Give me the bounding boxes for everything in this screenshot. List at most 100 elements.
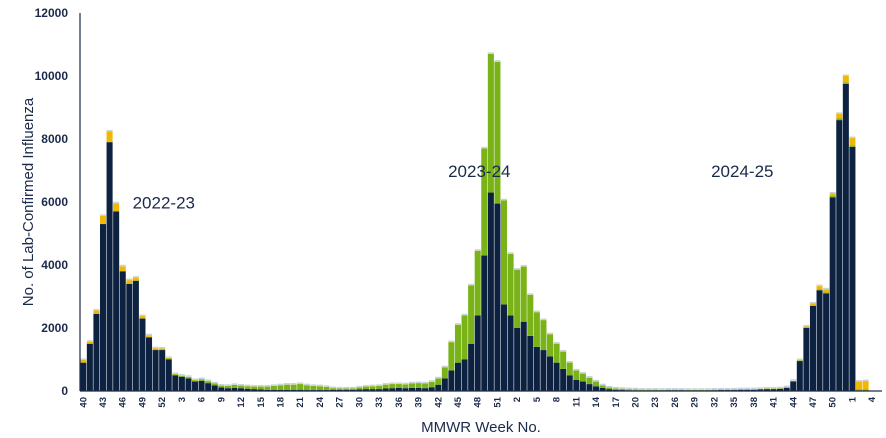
bar-segment-a: [435, 384, 442, 391]
bar-segment-a: [750, 389, 757, 391]
bar-cap: [619, 387, 626, 389]
x-tick-label: 23: [650, 397, 661, 408]
y-tick-label: 10000: [35, 69, 69, 83]
bar-segment-unknown: [126, 280, 133, 284]
bar-cap: [698, 388, 705, 390]
bar-segment-b: [382, 384, 389, 389]
bar-cap: [468, 283, 475, 286]
bar-cap: [415, 381, 422, 383]
bar-segment-unknown: [829, 193, 836, 197]
bar-segment-a: [494, 203, 501, 391]
bar-segment-b: [303, 385, 310, 391]
bar-segment-b: [507, 253, 514, 316]
bar-cap: [238, 383, 245, 386]
bar-cap: [783, 385, 790, 388]
bar-cap: [500, 198, 508, 201]
x-tick-label: 5: [532, 396, 543, 402]
bar-cap: [231, 383, 238, 385]
bar-segment-a: [382, 388, 389, 391]
bar-cap: [474, 249, 481, 251]
bar-segment-unknown: [99, 215, 107, 224]
bar-segment-b: [645, 389, 652, 391]
bar-segment-a: [849, 146, 856, 392]
x-tick-label: 44: [788, 396, 799, 407]
bar-cap: [165, 356, 172, 358]
y-tick-label: 2000: [41, 321, 68, 335]
bar-segment-a: [560, 368, 567, 391]
x-tick-label: 21: [295, 396, 306, 407]
bar-segment-b: [514, 269, 521, 328]
bar-segment-b: [290, 384, 297, 390]
bars-group: [80, 52, 869, 392]
x-tick-label: 2: [512, 397, 523, 402]
bar-segment-b: [540, 320, 547, 351]
bar-segment-b: [415, 383, 422, 388]
bar-segment-b: [560, 351, 567, 369]
bar-cap: [224, 384, 231, 386]
x-tick-label: 17: [611, 397, 622, 408]
y-tick-label: 8000: [41, 132, 68, 146]
bar-segment-b: [389, 384, 396, 389]
bar-cap: [303, 383, 310, 386]
bar-segment-a: [224, 388, 231, 391]
y-tick-labels: 0 2000 4000 6000 8000 10000 12000: [35, 6, 69, 398]
bar-cap: [80, 358, 87, 360]
bar-segment-a: [816, 290, 823, 391]
bar-cap: [172, 372, 179, 374]
bar-segment-b: [487, 53, 494, 193]
bar-cap: [731, 387, 738, 390]
bar-segment-a: [113, 211, 120, 391]
x-tick-label: 43: [98, 397, 109, 408]
bar-segment-b: [297, 384, 304, 390]
bar-cap: [685, 388, 692, 390]
x-tick-label: 41: [769, 396, 780, 407]
bar-cap: [763, 386, 770, 389]
x-tick-label: 27: [335, 397, 346, 408]
bar-segment-a: [211, 385, 218, 391]
x-tick-label: 40: [78, 397, 89, 408]
x-tick-label: 3: [177, 397, 188, 402]
bar-segment-a: [198, 380, 205, 391]
bar-segment-a: [297, 389, 304, 391]
bar-cap: [316, 384, 323, 387]
bar-cap: [330, 386, 337, 389]
bar-segment-b: [362, 386, 369, 390]
bar-segment-b: [257, 386, 264, 390]
bar-segment-b: [619, 388, 626, 391]
bar-cap: [323, 385, 330, 387]
bar-segment-b: [849, 145, 856, 147]
bar-cap: [665, 388, 672, 390]
bar-segment-a: [422, 388, 429, 391]
bar-segment-b: [836, 118, 843, 121]
x-tick-label: 49: [138, 397, 149, 408]
bar-cap: [146, 333, 153, 336]
bar-segment-a: [428, 387, 435, 391]
season-label: 2023-24: [448, 162, 510, 181]
bar-segment-b: [251, 386, 258, 390]
bar-segment-a: [783, 387, 790, 391]
x-tick-label: 6: [197, 397, 208, 402]
bar-segment-a: [80, 362, 87, 391]
x-tick-label: 15: [256, 396, 267, 407]
bar-segment-unknown: [119, 266, 126, 271]
bar-segment-b: [566, 362, 573, 376]
x-tick-label: 14: [591, 396, 602, 407]
x-tick-label: 12: [236, 397, 247, 408]
bar-segment-a: [500, 304, 508, 392]
bar-segment-a: [152, 350, 159, 391]
bar-cap: [849, 136, 856, 139]
bar-cap: [251, 384, 258, 387]
bar-cap: [816, 284, 823, 287]
bar-cap: [560, 349, 567, 352]
x-tick-label: 11: [571, 396, 582, 407]
bar-cap: [533, 310, 540, 313]
x-axis-title: MMWR Week No.: [421, 419, 541, 436]
bar-segment-a: [376, 389, 383, 391]
bar-segment-a: [415, 387, 422, 391]
bar-segment-b: [632, 389, 639, 391]
bar-segment-b: [349, 388, 356, 390]
bar-segment-a: [809, 305, 816, 391]
y-tick-label: 0: [61, 384, 68, 398]
bar-segment-a: [487, 192, 494, 391]
bar-cap: [790, 379, 797, 381]
